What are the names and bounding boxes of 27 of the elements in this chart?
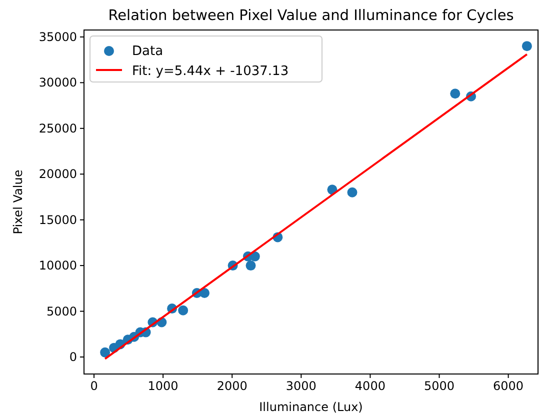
legend-label: Data [132,44,164,59]
x-tick-label: 0 [90,379,98,393]
y-tick-label: 5000 [46,304,77,318]
legend-label: Fit: y=5.44x + -1037.13 [132,64,289,79]
y-tick-label: 20000 [38,167,77,182]
chart-title: Relation between Pixel Value and Illuminance for Cycles [108,8,514,24]
y-tick-label: 30000 [38,76,77,90]
x-tick-label: 1000 [148,379,178,393]
x-tick-label: 4000 [354,379,386,393]
y-tick-label: 0 [69,350,77,364]
x-tick-label: 3000 [286,379,316,393]
y-tick-label: 35000 [38,30,77,44]
point [522,41,532,52]
y-tick-label: 25000 [38,121,77,136]
y-tick-label: 15000 [38,212,77,227]
point [199,288,210,298]
point [450,88,460,99]
x-tick-label: 2000 [216,379,248,393]
point [178,305,188,316]
point [246,260,256,271]
point [100,347,110,358]
y-tick-label: 10000 [38,258,77,273]
y-axis-title: Pixel Value [11,170,25,234]
x-axis-title: Illuminance (Lux) [259,400,363,414]
x-tick-label: 5000 [424,379,455,393]
point [347,187,358,198]
x-tick-label: 6000 [493,379,524,393]
